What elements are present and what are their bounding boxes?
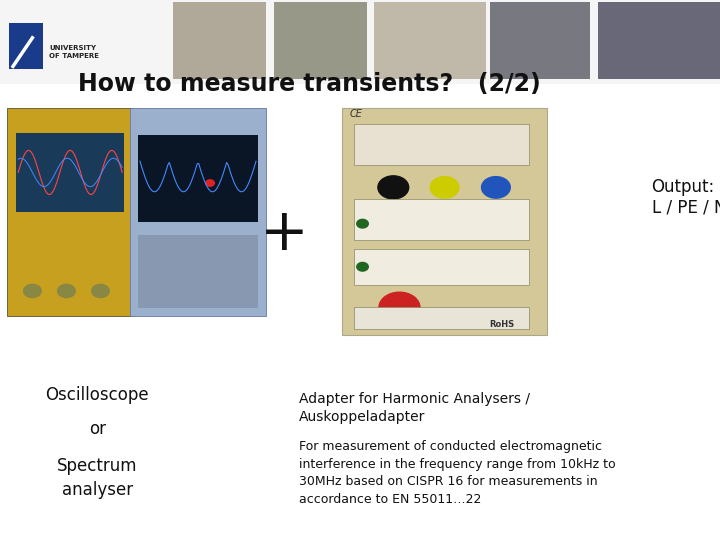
Bar	[598, 2, 720, 79]
Circle shape	[431, 177, 459, 198]
Bar	[374, 2, 486, 79]
Bar	[173, 2, 266, 79]
Bar	[490, 2, 590, 79]
Text: Oscilloscope: Oscilloscope	[45, 386, 149, 404]
Text: +: +	[260, 205, 309, 262]
Bar	[130, 108, 266, 316]
Bar	[16, 133, 125, 212]
Circle shape	[378, 176, 409, 199]
Text: CE: CE	[349, 109, 362, 119]
Circle shape	[357, 262, 368, 271]
Text: UNIVERSITY
OF TAMPERE: UNIVERSITY OF TAMPERE	[49, 45, 99, 59]
Circle shape	[91, 285, 109, 298]
Bar	[274, 2, 367, 79]
Bar	[138, 235, 258, 308]
Bar	[9, 23, 43, 69]
Circle shape	[482, 177, 510, 198]
Circle shape	[58, 285, 76, 298]
Circle shape	[357, 219, 368, 228]
Text: Spectrum
analyser: Spectrum analyser	[57, 457, 138, 499]
Circle shape	[379, 292, 420, 323]
Circle shape	[206, 180, 215, 186]
Bar	[354, 307, 528, 329]
Text: RoHS: RoHS	[490, 320, 515, 329]
Text: Adapter for Harmonic Analysers /
Auskoppeladapter: Adapter for Harmonic Analysers / Auskopp…	[299, 392, 530, 424]
Text: For measurement of conducted electromagnetic
interference in the frequency range: For measurement of conducted electromagn…	[299, 440, 616, 505]
Bar	[354, 124, 528, 165]
Text: or: or	[89, 420, 106, 438]
Text: Output:
L / PE / N: Output: L / PE / N	[652, 178, 720, 217]
Circle shape	[24, 285, 41, 298]
Bar	[138, 135, 258, 222]
Bar	[354, 199, 528, 240]
Bar	[342, 108, 547, 335]
Bar	[7, 108, 133, 316]
Bar	[0, 0, 720, 84]
Bar	[354, 248, 528, 285]
Text: How to measure transients?   (2/2): How to measure transients? (2/2)	[78, 72, 541, 96]
